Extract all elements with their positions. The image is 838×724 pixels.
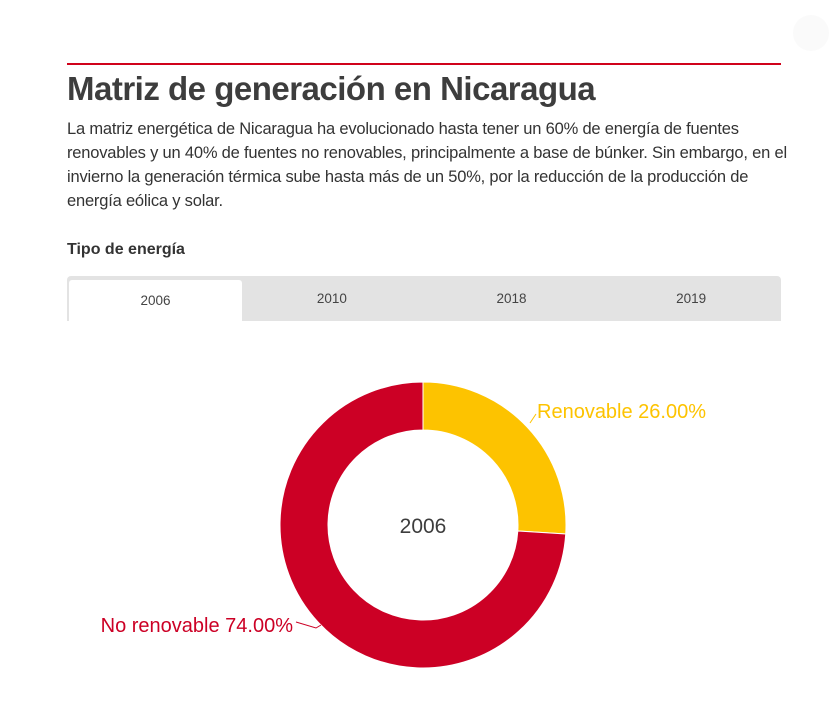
tab-2018[interactable]: 2018	[496, 291, 527, 306]
leader-line-no-renovable	[295, 621, 322, 629]
top-rule	[67, 63, 781, 65]
data-label-renovable: Renovable 26.00%	[537, 401, 706, 423]
data-label-no-renovable: No renovable 74.00%	[101, 615, 294, 637]
tab-2006[interactable]: 2006	[69, 280, 242, 321]
corner-button	[793, 15, 829, 51]
donut-chart: Renovable 26.00% No renovable 74.00% 200…	[101, 381, 706, 669]
tab-2019[interactable]: 2019	[676, 291, 707, 306]
slice-no-renovable[interactable]	[279, 381, 567, 669]
center-label: 2006	[400, 515, 447, 538]
year-tabs: 2006 2010 2018 2019	[67, 276, 781, 321]
leader-line-renovable	[529, 413, 537, 424]
tab-2010[interactable]: 2010	[316, 291, 347, 306]
section-label: Tipo de energía	[67, 241, 185, 258]
page-description: La matriz energética de Nicaragua ha evo…	[67, 120, 787, 210]
page-title: Matriz de generación en Nicaragua	[67, 70, 596, 107]
